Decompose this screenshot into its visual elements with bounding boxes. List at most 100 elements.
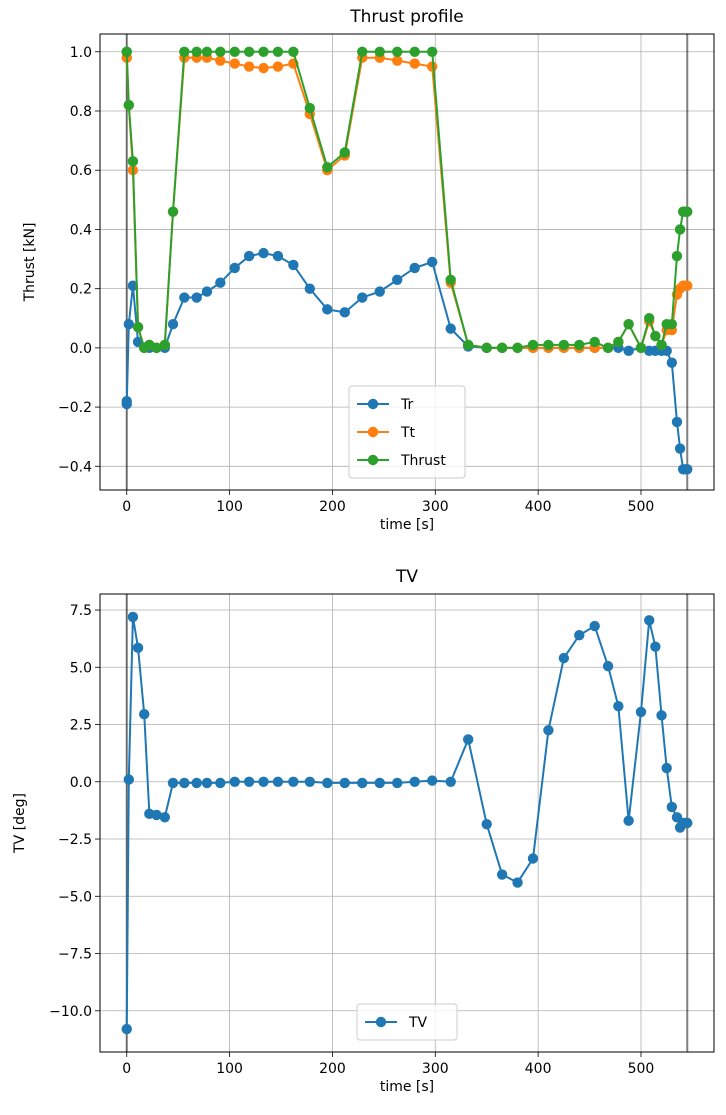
data-point [481, 342, 492, 354]
data-point [201, 777, 213, 789]
data-point [374, 46, 385, 57]
y-tick-label: −5.0 [58, 889, 92, 905]
data-point [139, 709, 150, 720]
data-point [288, 259, 299, 271]
data-point [179, 777, 190, 789]
data-point [512, 342, 523, 354]
series-line-tv [125, 615, 688, 1030]
data-point [613, 701, 624, 712]
data-point [243, 61, 255, 72]
data-point [123, 318, 134, 330]
data-point [682, 206, 693, 217]
data-point [409, 58, 420, 69]
data-point [650, 330, 661, 342]
data-point [357, 292, 368, 303]
data-point [462, 734, 474, 745]
data-point [272, 776, 284, 787]
legend: TV [356, 1003, 458, 1041]
data-point [339, 147, 350, 158]
data-point [179, 46, 190, 57]
series-line-tt [125, 56, 688, 349]
y-tick-label: 0.8 [70, 104, 92, 120]
x-axis-label: time [s] [380, 1079, 434, 1095]
legend-marker-tv [375, 1016, 387, 1028]
y-tick-label: 0.4 [70, 222, 92, 238]
data-point [512, 877, 523, 888]
chart-title: Thrust profile [349, 7, 464, 27]
y-axis-label: TV [deg] [12, 793, 28, 854]
x-tick-label: 200 [319, 1061, 346, 1077]
data-point [201, 286, 213, 297]
data-point [602, 660, 614, 672]
data-point [426, 256, 438, 268]
data-point [167, 777, 179, 789]
legend-label-tt: Tt [400, 425, 416, 441]
y-tick-label: −0.4 [58, 459, 92, 475]
x-tick-label: 100 [216, 1061, 243, 1077]
data-point [644, 615, 655, 626]
data-point [661, 762, 672, 774]
data-point [543, 725, 554, 736]
chart-2: 0 100 200 300 400 500 −10.0 −7.5 −5.0 −2.5 0.0 2.5 5… [12, 567, 715, 1095]
data-point [121, 398, 132, 410]
data-point [574, 339, 585, 351]
data-point [409, 46, 420, 57]
data-point [201, 46, 213, 57]
data-point [674, 443, 686, 454]
series-tv [121, 611, 693, 1035]
legend-marker-tr [367, 398, 379, 410]
data-point [215, 277, 226, 288]
data-point [304, 102, 316, 114]
data-point [445, 274, 456, 285]
data-point [151, 342, 162, 354]
data-point [682, 464, 693, 475]
x-tick-label: 0 [122, 1061, 131, 1077]
x-tick-label: 100 [216, 499, 243, 515]
data-point [409, 262, 420, 274]
data-point [127, 280, 139, 291]
data-point [644, 313, 655, 324]
data-point [426, 61, 438, 72]
data-point [322, 304, 333, 315]
series-line-thrust [125, 50, 688, 349]
data-point [243, 250, 255, 262]
data-point [288, 776, 299, 787]
x-tick-label: 200 [319, 499, 346, 515]
data-point [392, 55, 403, 66]
data-point [543, 339, 554, 351]
data-point [682, 817, 693, 829]
y-tick-label: 1.0 [70, 45, 92, 61]
legend-marker-thrust [367, 454, 379, 466]
data-point [589, 620, 600, 632]
data-point [215, 55, 226, 66]
data-point [426, 46, 438, 57]
data-point [602, 342, 614, 354]
data-point [123, 774, 134, 785]
series-thrust [121, 46, 693, 354]
data-point [558, 652, 570, 664]
chart-title: TV [395, 567, 418, 587]
data-point [589, 336, 600, 348]
data-point [671, 250, 683, 262]
data-point [123, 99, 134, 111]
data-point [392, 46, 403, 57]
data-point [258, 62, 269, 74]
data-point [215, 777, 226, 789]
data-point [674, 224, 686, 235]
y-tick-label: −2.5 [58, 832, 92, 848]
data-point [671, 416, 683, 428]
data-point [374, 777, 385, 789]
data-point [426, 775, 438, 786]
y-tick-label: 0.6 [70, 163, 92, 179]
data-point [258, 247, 269, 259]
data-point [666, 357, 678, 368]
data-point [229, 776, 240, 787]
legend-label-tr: Tr [400, 397, 413, 413]
data-point [613, 336, 624, 348]
legend-box [348, 385, 466, 479]
y-axis-label: Thrust [kN] [22, 223, 38, 303]
data-point [623, 318, 634, 330]
data-point [357, 777, 368, 789]
data-point [445, 776, 456, 787]
